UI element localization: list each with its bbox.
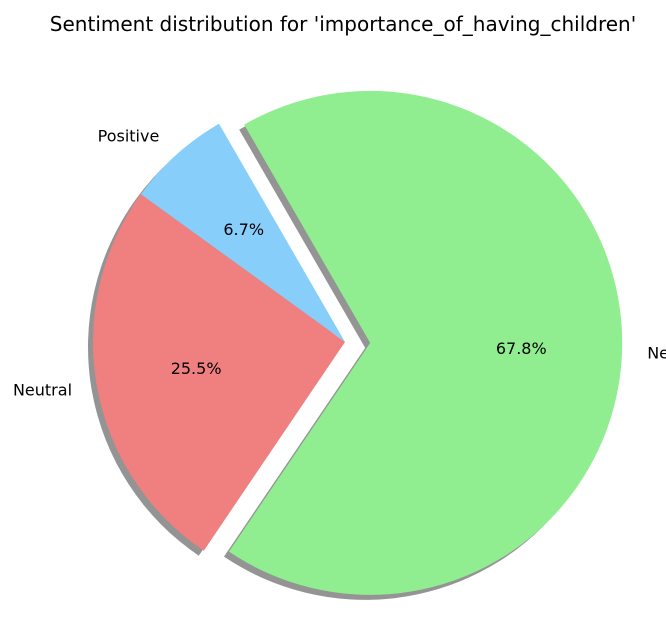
slice-label-neutral: Neutral xyxy=(13,381,72,400)
slice-label-negative: Negative xyxy=(647,343,666,362)
slice-label-positive: Positive xyxy=(98,127,160,146)
slice-positive xyxy=(140,123,345,342)
pie-slices xyxy=(92,90,623,595)
chart-title: Sentiment distribution for 'importance_o… xyxy=(49,12,637,36)
pct-label-negative: 67.8% xyxy=(496,339,547,358)
slice-negative xyxy=(228,90,623,595)
slice-neutral xyxy=(92,194,345,551)
pct-label-positive: 6.7% xyxy=(223,220,264,239)
pct-label-neutral: 25.5% xyxy=(171,359,222,378)
pie-labels: 6.7% Positive 25.5% Neutral 67.8% Negative xyxy=(13,127,666,400)
